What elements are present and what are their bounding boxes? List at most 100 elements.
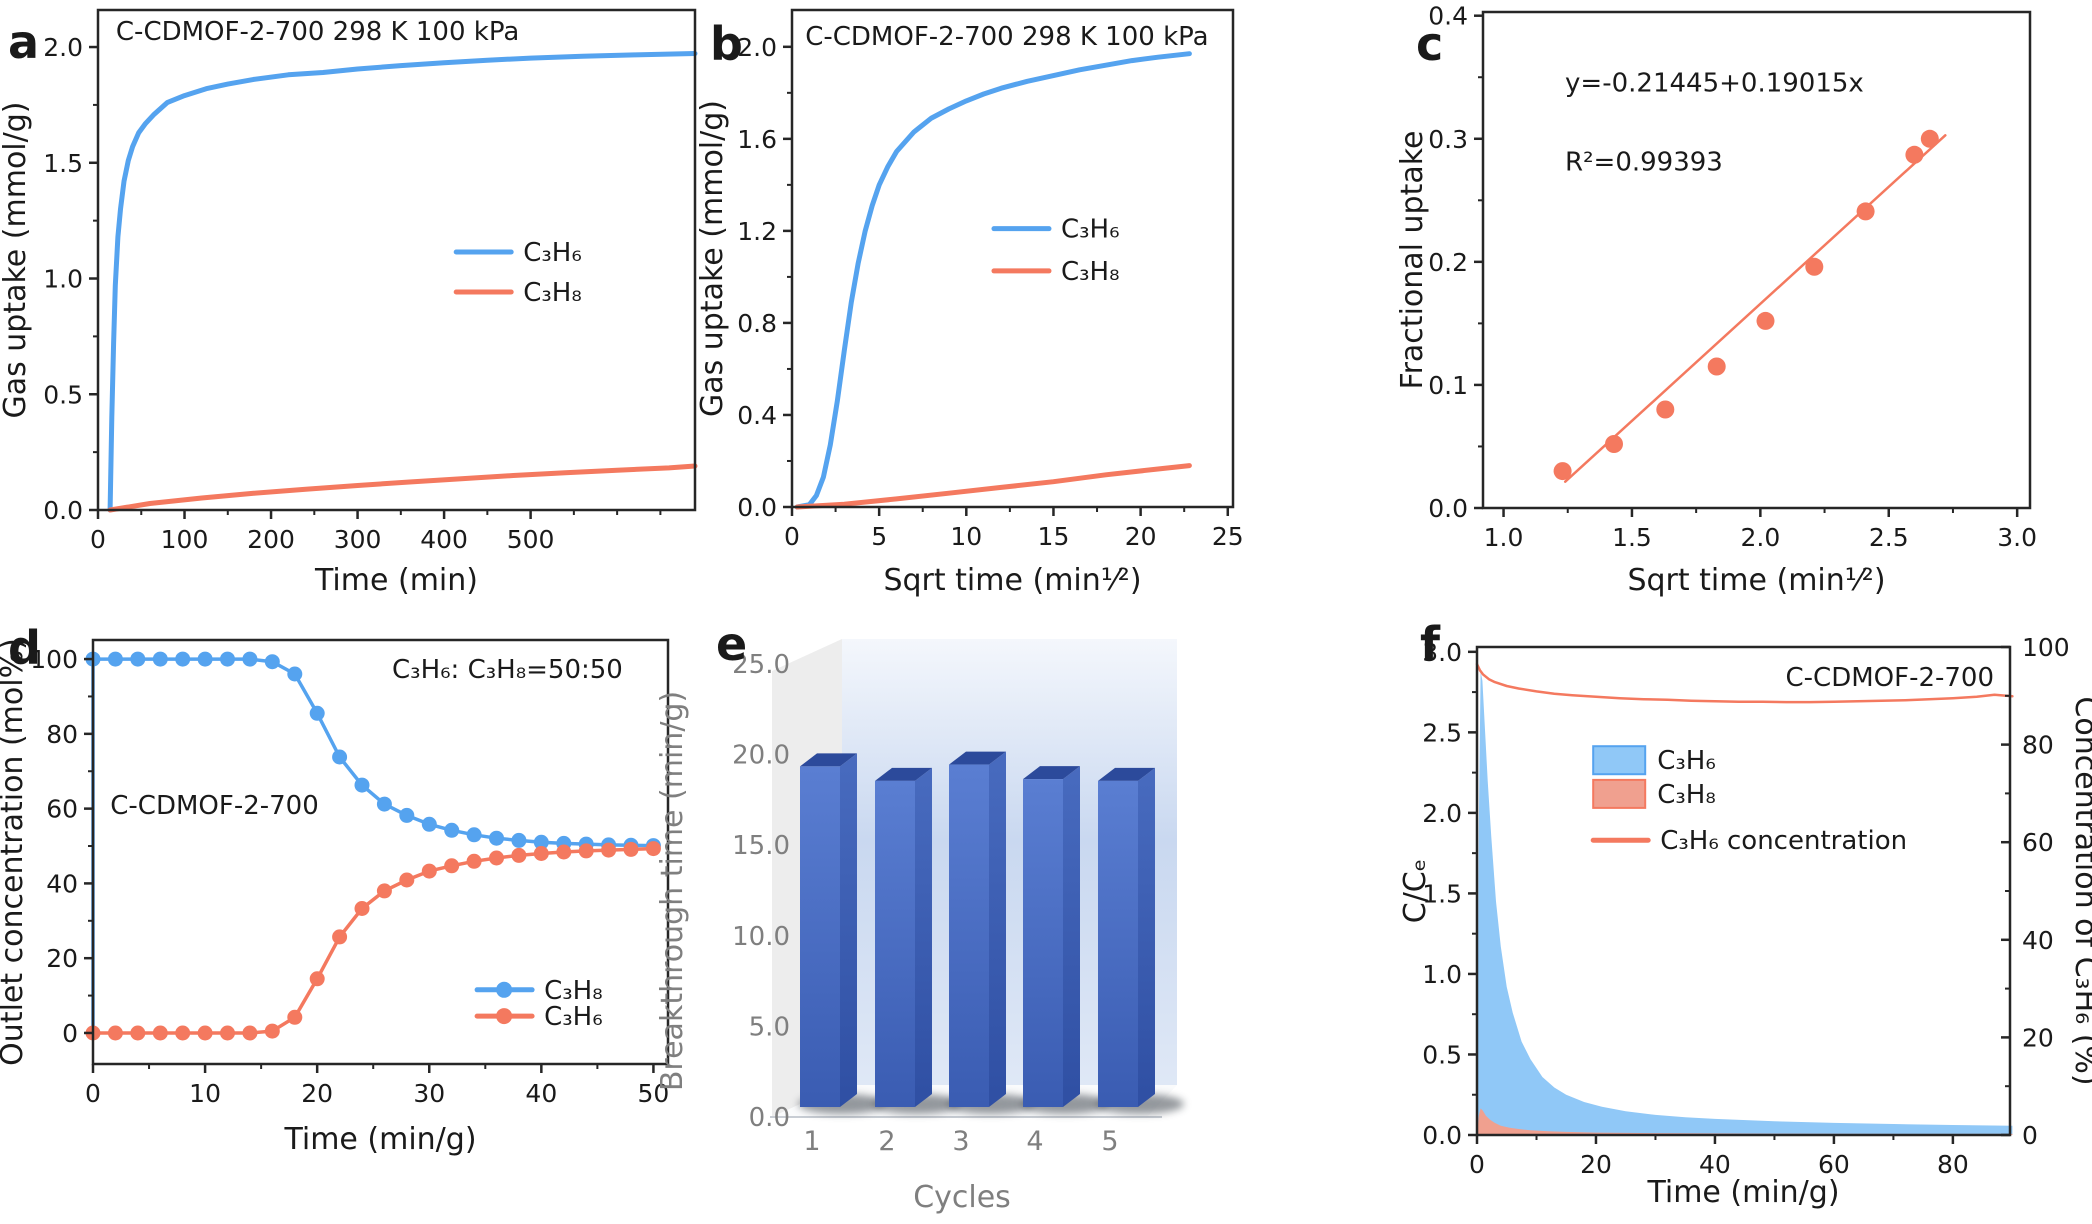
legend-item-c3h8: C₃H₈ <box>1592 778 1716 810</box>
data-point <box>399 872 415 888</box>
x-tick-label: 25 <box>1212 522 1244 551</box>
annotation-d-0: C₃H₆: C₃H₈=50:50 <box>392 655 623 685</box>
y-tick-label: 0.2 <box>1428 248 1468 277</box>
x-tick-label: 80 <box>1937 1150 1969 1179</box>
x-tick-label: 3.0 <box>1997 523 2037 552</box>
data-point <box>601 842 617 858</box>
y-tick-label: 2.0 <box>43 33 83 62</box>
data-point <box>421 863 437 879</box>
data-point <box>197 651 213 667</box>
x-category-label: 1 <box>803 1126 820 1157</box>
y-tick-label: 0.4 <box>1428 2 1468 31</box>
data-point <box>1756 311 1775 330</box>
bar-top-face <box>875 767 932 781</box>
series-fit-line <box>1563 134 1947 483</box>
annotation-c-0: y=-0.21445+0.19015x <box>1565 68 1864 98</box>
data-point <box>444 822 460 838</box>
legend-item-c3h6: C₃H₆ <box>474 1002 603 1032</box>
y-axis: 0 20 40 60 80 100 <box>30 645 93 1048</box>
legend-swatch-marker <box>496 1008 513 1025</box>
data-point <box>287 666 303 682</box>
y-tick-label: 1.0 <box>43 265 83 294</box>
y-tick-label: 15.0 <box>732 831 790 861</box>
bar-side-face <box>840 753 857 1107</box>
data-point <box>332 929 348 945</box>
y-tick-label: 0.4 <box>737 401 777 430</box>
data-point <box>1553 462 1572 481</box>
plot-frame <box>1475 645 2012 1137</box>
data-point <box>376 883 392 899</box>
data-point <box>220 1025 235 1041</box>
legend-item-c3h6: C₃H₆ <box>991 215 1120 245</box>
series-markers-c3h8 <box>85 651 661 854</box>
x-tick-label: 10 <box>189 1079 221 1108</box>
data-point <box>466 827 482 843</box>
y-tick-label: 2.0 <box>1422 799 1462 828</box>
y2-tick-label: 20 <box>2022 1023 2054 1052</box>
y-axis-label: Gas uptake (mmol/g) <box>0 102 33 419</box>
data-point <box>287 1009 303 1025</box>
data-point <box>578 843 594 859</box>
data-point <box>152 651 168 667</box>
series-group <box>1475 662 2014 1135</box>
y-tick-label: 20 <box>46 944 78 973</box>
legend-swatch-box <box>1592 778 1647 809</box>
bar-side-face <box>1138 767 1155 1107</box>
x-category-label: 4 <box>1026 1126 1043 1157</box>
series-c3h8-area <box>1477 1108 2013 1135</box>
data-point <box>220 651 235 667</box>
y-tick-label: 10.0 <box>732 922 790 952</box>
data-point <box>175 1025 191 1041</box>
y-tick-label: 0.0 <box>1428 494 1468 523</box>
y-tick-label: 2.0 <box>737 33 777 62</box>
bar-front-face <box>875 780 915 1107</box>
bars-group <box>798 751 1184 1114</box>
series-markers-uptake-points <box>1553 129 1939 481</box>
x-axis: 0 5 10 15 20 25 <box>784 507 1244 551</box>
x-tick-label: 30 <box>413 1079 445 1108</box>
plot-frame <box>1481 10 2032 510</box>
legend-swatch-marker <box>496 981 513 998</box>
x-tick-label: 0 <box>1469 1150 1485 1179</box>
y-tick-label: 0.3 <box>1428 125 1468 154</box>
y-tick-label: 1.6 <box>737 125 777 154</box>
data-point <box>623 841 639 857</box>
y-axis-label: Outlet concentration (mol%) <box>0 638 30 1066</box>
data-point <box>421 816 437 832</box>
y2-axis-label: Concentration of C₃H₆ (%) <box>2068 696 2092 1085</box>
panel-letter-e: e <box>716 617 747 671</box>
panel-d: 0 10 20 30 40 50 Time (min/g) 0 20 40 60 80 100Outle… <box>0 621 669 1157</box>
x-tick-label: 1.0 <box>1484 523 1524 552</box>
legend-label: C₃H₆ <box>523 238 582 268</box>
series-group <box>107 51 698 513</box>
data-point <box>354 777 370 793</box>
y2-tick-label: 0 <box>2022 1121 2038 1150</box>
x-axis-label: Sqrt time (min¹⁄²) <box>1627 563 1885 598</box>
y-tick-label: 20.0 <box>732 741 790 771</box>
y-tick-label: 1.0 <box>1422 960 1462 989</box>
bar-cycle-5 <box>1098 767 1155 1107</box>
x-axis: 0 10 20 30 40 50 <box>85 1064 669 1108</box>
legend-label: C₃H₈ <box>544 976 603 1006</box>
y-tick-label: 0.1 <box>1428 371 1468 400</box>
annotation-d-1: C-CDMOF-2-700 <box>110 791 319 821</box>
y-axis: 0.0 5.0 10.0 15.0 20.0 25.0 <box>732 650 790 1133</box>
data-point <box>376 796 392 812</box>
series-c3h6-area <box>1477 671 2013 1135</box>
panel-letter-c: c <box>1416 17 1443 71</box>
data-point <box>309 705 325 721</box>
data-point <box>1905 145 1924 164</box>
bar-front-face <box>1023 779 1063 1107</box>
x-tick-label: 20 <box>301 1079 333 1108</box>
y-tick-label: 1.5 <box>1422 879 1462 908</box>
y-tick-label: 5.0 <box>749 1012 790 1042</box>
panel-f: 0 20 40 60 80 Time (min/g) 0.0 0.5 1.0 1.5 2.0 2.5 3… <box>1398 617 2092 1210</box>
x-tick-label: 40 <box>525 1079 557 1108</box>
bar-side-face <box>1063 766 1080 1107</box>
x-tick-label: 50 <box>638 1079 670 1108</box>
panel-letter-a: a <box>8 15 39 69</box>
data-point <box>175 651 191 667</box>
data-point <box>354 901 370 916</box>
